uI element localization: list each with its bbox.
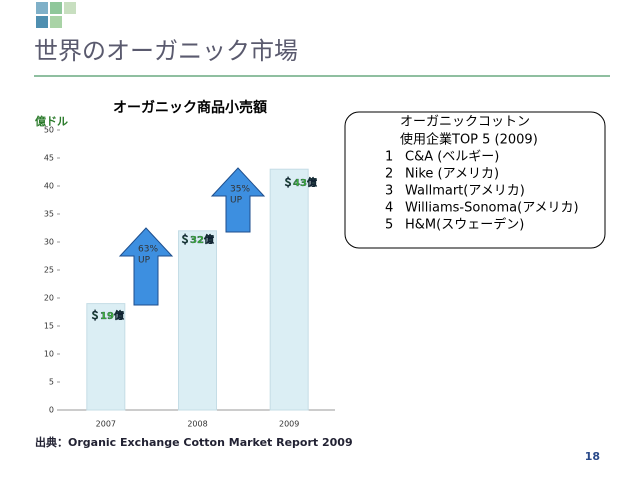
up-arrow	[210, 167, 266, 233]
rank: 1	[385, 150, 393, 165]
x-tick-label: 2009	[279, 420, 299, 429]
company: C&A (ベルギー)	[405, 150, 499, 165]
y-axis-label: 億ドル	[35, 114, 68, 128]
rank: 4	[385, 201, 393, 216]
y-tick-label: 35	[44, 210, 54, 219]
y-tick-label: 15	[44, 322, 54, 331]
y-tick-label: 50	[44, 126, 54, 135]
decor	[50, 2, 62, 14]
bar	[86, 303, 126, 411]
decor	[64, 2, 76, 14]
bar	[269, 168, 309, 411]
annotation: 63%	[138, 245, 158, 255]
decor	[36, 2, 48, 14]
box-heading: 使用企業TOP 5 (2009)	[400, 132, 538, 148]
y-tick-label: 25	[44, 266, 54, 275]
rank: 2	[385, 167, 393, 182]
y-tick-label: 40	[44, 182, 54, 191]
y-tick-label: 10	[44, 350, 54, 359]
data-label: ＄32億	[180, 233, 214, 246]
rank: 3	[385, 184, 393, 199]
company: Williams-Sonoma(アメリカ)	[405, 201, 579, 216]
company: Nike (アメリカ)	[405, 167, 499, 182]
ranking-list: 1 C&A (ベルギー) 2 Nike (アメリカ) 3 Wallmart(アメリカ) 4 W…	[385, 150, 579, 233]
y-tick-label: 45	[44, 154, 54, 163]
data-label: ＄43億	[283, 176, 317, 189]
ranking-box	[344, 111, 606, 249]
x-tick-label: 2008	[187, 420, 207, 429]
rank: 5	[385, 218, 393, 233]
up-arrow	[118, 227, 174, 306]
y-tick-label: 30	[44, 238, 54, 247]
annotation: UP	[138, 256, 151, 266]
y-tick-label: 20	[44, 294, 54, 303]
decor	[50, 16, 62, 28]
x-tick-label: 2007	[96, 420, 116, 429]
chart: 0 5 10 15 20 25 30 35 40 45 50 2007 ＄19億 2008 ＄32億 2009…	[44, 126, 335, 429]
slide-title: 世界のオーガニック市場	[34, 37, 298, 65]
y-tick-label: 5	[49, 378, 54, 387]
source: 出典：Organic Exchange Cotton Market Report…	[35, 435, 353, 449]
y-tick-label: 0	[49, 406, 54, 415]
decor	[36, 16, 48, 28]
bar	[178, 230, 217, 411]
chart-title: オーガニック商品小売額	[113, 99, 267, 116]
box-heading: オーガニックコットン	[400, 115, 530, 130]
annotation: UP	[230, 196, 243, 206]
data-label: ＄19億	[90, 309, 124, 322]
annotation: 35%	[230, 185, 250, 195]
company: Wallmart(アメリカ)	[405, 184, 525, 199]
company: H&M(スウェーデン)	[405, 217, 524, 233]
page-number: 18	[585, 450, 600, 463]
